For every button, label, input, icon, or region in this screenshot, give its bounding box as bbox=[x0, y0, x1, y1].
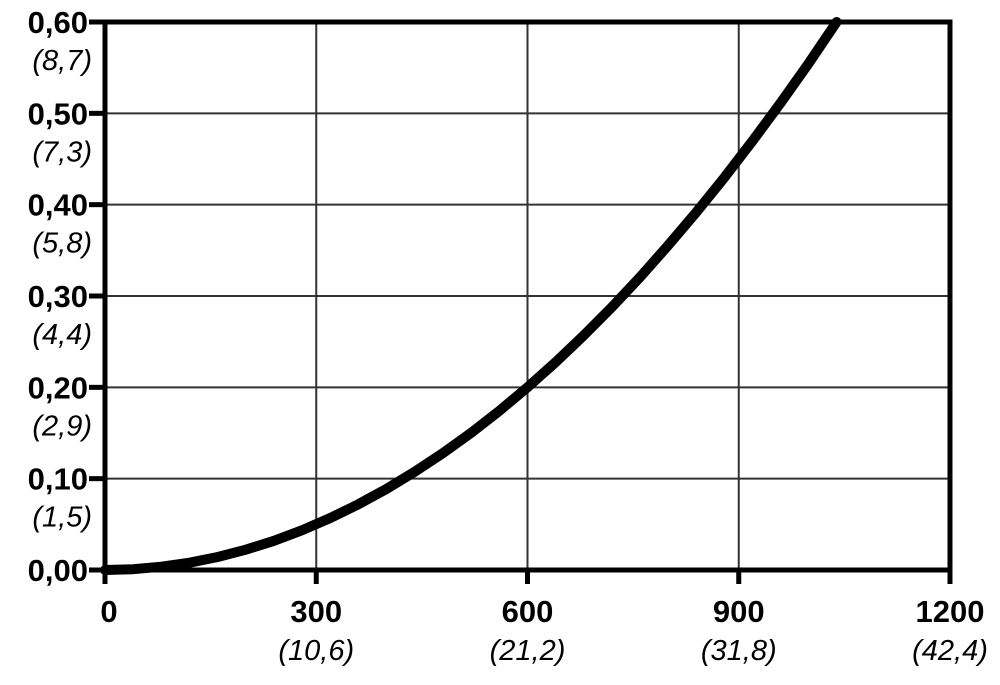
y-tick-secondary-label: (5,8) bbox=[32, 228, 92, 260]
y-tick-secondary-label: (1,5) bbox=[32, 502, 92, 534]
y-tick-secondary-label: (8,7) bbox=[32, 45, 92, 77]
y-tick-secondary-label: (7,3) bbox=[32, 136, 92, 168]
x-tick-secondary-label: (10,6) bbox=[278, 635, 354, 667]
x-tick-label: 0 bbox=[100, 594, 117, 629]
x-tick-label: 1200 bbox=[916, 594, 985, 629]
x-tick-secondary-label: (42,4) bbox=[912, 635, 988, 667]
y-tick-secondary-label: (2,9) bbox=[32, 410, 92, 442]
x-tick-label: 300 bbox=[290, 594, 342, 629]
y-tick-label: 0,40 bbox=[28, 188, 88, 223]
y-tick-secondary-label: (4,4) bbox=[32, 319, 92, 351]
x-tick-secondary-label: (31,8) bbox=[701, 635, 777, 667]
y-tick-label: 0,50 bbox=[28, 96, 88, 131]
x-tick-label: 600 bbox=[502, 594, 554, 629]
y-tick-label: 0,10 bbox=[28, 462, 88, 497]
data-curve bbox=[100, 17, 842, 575]
y-tick-label: 0,20 bbox=[28, 370, 88, 405]
y-tick-label: 0,00 bbox=[28, 553, 88, 588]
y-tick-label: 0,30 bbox=[28, 279, 88, 314]
y-tick-label: 0,60 bbox=[28, 5, 88, 40]
x-tick-secondary-label: (21,2) bbox=[490, 635, 566, 667]
x-tick-label: 900 bbox=[713, 594, 765, 629]
